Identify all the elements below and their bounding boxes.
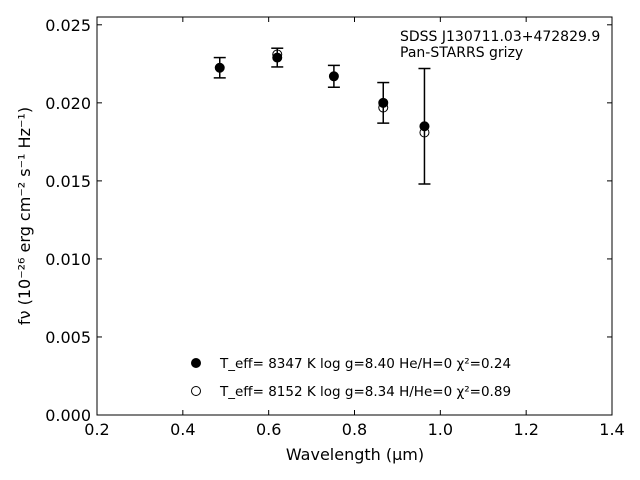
y-tick-label: 0.010 <box>45 250 91 269</box>
x-tick-label: 0.6 <box>256 420 281 439</box>
legend: T_eff= 8347 K log g=8.40 He/H=0 χ²=0.24 … <box>191 356 511 400</box>
y-tick-label: 0.005 <box>45 328 91 347</box>
filled-point <box>272 52 283 63</box>
y-tick-label: 0.020 <box>45 94 91 113</box>
y-tick-label: 0.025 <box>45 16 91 35</box>
marks <box>213 47 431 185</box>
legend-marker-filled <box>191 358 201 368</box>
x-tick-label: 1.2 <box>513 420 538 439</box>
filled-point <box>378 97 389 108</box>
y-tick-label: 0.015 <box>45 172 91 191</box>
x-tick-label: 1.4 <box>599 420 624 439</box>
legend-entry-2: T_eff= 8152 K log g=8.34 H/He=0 χ²=0.89 <box>219 384 511 400</box>
ticks: 0.2 0.4 0.6 0.8 1.0 1.2 1.4 0.000 0.005 0.010 0.01… <box>45 16 625 439</box>
y-axis-label: fν (10⁻²⁶ erg cm⁻² s⁻¹ Hz⁻¹) <box>15 107 34 325</box>
legend-entry-1: T_eff= 8347 K log g=8.40 He/H=0 χ²=0.24 <box>219 356 511 372</box>
filled-point <box>419 121 430 132</box>
filled-point <box>214 62 225 73</box>
x-tick-label: 1.0 <box>428 420 453 439</box>
filled-point <box>328 71 339 82</box>
x-tick-label: 0.2 <box>84 420 109 439</box>
x-tick-label: 0.4 <box>170 420 195 439</box>
x-axis-label: Wavelength (μm) <box>286 445 424 464</box>
annotation-line-1: SDSS J130711.03+472829.9 <box>400 29 600 45</box>
legend-marker-open <box>191 386 201 396</box>
y-tick-label: 0.000 <box>45 406 91 425</box>
x-tick-label: 0.8 <box>342 420 367 439</box>
annotation-line-2: Pan-STARRS grizy <box>400 45 523 61</box>
